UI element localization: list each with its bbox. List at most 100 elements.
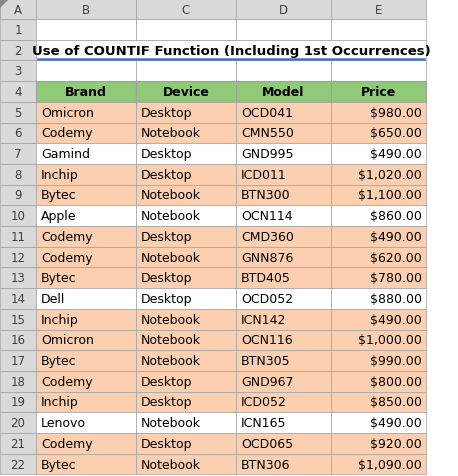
Text: $490.00: $490.00 — [370, 416, 422, 429]
Text: Codemy: Codemy — [41, 127, 93, 140]
Bar — [0, 454, 36, 475]
Bar — [0, 412, 36, 433]
Bar — [331, 350, 426, 371]
Text: $1,020.00: $1,020.00 — [358, 169, 422, 181]
Text: 2: 2 — [14, 44, 22, 58]
Text: ICN142: ICN142 — [241, 313, 286, 326]
Text: Desktop: Desktop — [141, 375, 192, 388]
Text: Notebook: Notebook — [141, 189, 201, 202]
Text: 13: 13 — [11, 272, 26, 285]
Bar — [331, 288, 426, 309]
Text: OCD065: OCD065 — [241, 437, 293, 450]
Text: Notebook: Notebook — [141, 251, 201, 264]
Text: Bytec: Bytec — [41, 272, 76, 285]
Text: $1,090.00: $1,090.00 — [358, 457, 422, 471]
Text: $980.00: $980.00 — [370, 107, 422, 119]
Bar — [331, 185, 426, 206]
Bar — [331, 247, 426, 268]
Text: 10: 10 — [11, 210, 26, 223]
Bar — [0, 165, 36, 185]
Bar — [0, 309, 36, 330]
Bar — [331, 82, 426, 103]
Text: E: E — [375, 3, 382, 17]
Bar — [36, 309, 136, 330]
Text: Lenovo: Lenovo — [41, 416, 86, 429]
Bar — [0, 123, 36, 144]
Text: Desktop: Desktop — [141, 148, 192, 161]
Text: Codemy: Codemy — [41, 230, 93, 243]
Text: 16: 16 — [11, 334, 26, 347]
Bar — [136, 371, 236, 392]
Bar — [236, 288, 331, 309]
Text: $490.00: $490.00 — [370, 230, 422, 243]
Bar — [36, 227, 136, 247]
Polygon shape — [0, 0, 36, 20]
Text: $650.00: $650.00 — [370, 127, 422, 140]
Bar — [136, 454, 236, 475]
Bar — [331, 20, 426, 40]
Bar — [136, 227, 236, 247]
Bar — [331, 392, 426, 412]
Text: OCD052: OCD052 — [241, 292, 293, 305]
Text: A: A — [14, 3, 22, 17]
Bar — [136, 288, 236, 309]
Bar — [36, 103, 136, 123]
Bar — [136, 165, 236, 185]
Bar — [136, 268, 236, 288]
Text: Bytec: Bytec — [41, 457, 76, 471]
Bar — [136, 123, 236, 144]
Bar — [0, 144, 36, 165]
Text: Bytec: Bytec — [41, 189, 76, 202]
Bar — [36, 185, 136, 206]
Bar — [136, 247, 236, 268]
Text: Desktop: Desktop — [141, 292, 192, 305]
Text: $490.00: $490.00 — [370, 148, 422, 161]
Text: 17: 17 — [11, 354, 26, 367]
Bar — [136, 20, 236, 40]
Text: GNN876: GNN876 — [241, 251, 294, 264]
Text: Desktop: Desktop — [141, 396, 192, 408]
Text: Apple: Apple — [41, 210, 76, 223]
Bar — [331, 412, 426, 433]
Text: Notebook: Notebook — [141, 313, 201, 326]
Text: 5: 5 — [14, 107, 22, 119]
Text: 18: 18 — [11, 375, 26, 388]
Text: C: C — [182, 3, 190, 17]
Bar — [0, 185, 36, 206]
Text: Omicron: Omicron — [41, 107, 94, 119]
Text: Codemy: Codemy — [41, 375, 93, 388]
Text: $1,000.00: $1,000.00 — [358, 334, 422, 347]
Bar — [0, 82, 36, 103]
Text: BTN305: BTN305 — [241, 354, 291, 367]
Bar — [36, 0, 136, 20]
Text: $800.00: $800.00 — [370, 375, 422, 388]
Text: 20: 20 — [11, 416, 26, 429]
Text: Inchip: Inchip — [41, 313, 79, 326]
Text: 6: 6 — [14, 127, 22, 140]
Bar — [331, 330, 426, 350]
Bar — [0, 40, 36, 61]
Text: GND995: GND995 — [241, 148, 294, 161]
Bar — [36, 288, 136, 309]
Bar — [36, 82, 136, 103]
Bar — [331, 165, 426, 185]
Bar — [236, 103, 331, 123]
Text: Notebook: Notebook — [141, 416, 201, 429]
Text: Notebook: Notebook — [141, 334, 201, 347]
Bar — [136, 412, 236, 433]
Bar — [236, 247, 331, 268]
Bar — [36, 433, 136, 454]
Bar — [236, 309, 331, 330]
Bar — [236, 350, 331, 371]
Bar — [136, 433, 236, 454]
Bar — [36, 454, 136, 475]
Bar — [136, 82, 236, 103]
Text: $990.00: $990.00 — [370, 354, 422, 367]
Bar — [236, 454, 331, 475]
Text: $880.00: $880.00 — [370, 292, 422, 305]
Text: $780.00: $780.00 — [370, 272, 422, 285]
Text: Codemy: Codemy — [41, 251, 93, 264]
Bar — [236, 165, 331, 185]
Bar — [331, 309, 426, 330]
Polygon shape — [0, 0, 8, 8]
